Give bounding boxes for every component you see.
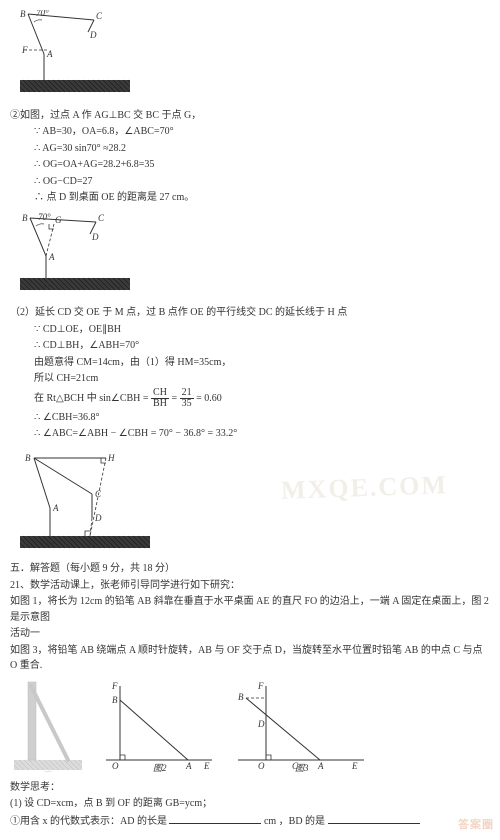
text-block2-3: 所以 CH=21cm [10,371,490,387]
text-block1-5: ∴ 点 D 到桌面 OE 的距离是 27 cm。 [10,190,490,206]
diagram-row: 图1 OFBAE图2 OFDBACE图3 [14,680,490,772]
q21-p2: 如图 3，将铅笔 AB 绕端点 A 顺时针旋转，AB 与 OF 交于点 D，当旋… [10,643,490,674]
diagram-2-svg: 70° O E A B G CD [20,210,130,294]
text-block2-rt: 在 Rt△BCH 中 sin∠CBH = CH BH = 21 35 = 0.6… [10,388,490,409]
svg-text:F: F [111,681,118,691]
svg-text:B: B [20,10,26,19]
svg-text:70°: 70° [36,10,49,18]
q21-intro: 21、数学活动课上，张老师引导同学进行如下研究： [10,578,490,594]
svg-text:G: G [55,215,62,225]
svg-text:E: E [351,761,358,771]
svg-text:C: C [98,213,105,223]
fill-blank-1 [169,813,261,824]
text-block1-4: ∴ OG−CD=27 [10,174,490,190]
svg-text:O: O [43,280,50,290]
tail-q2-b: cm ，BD 的是 [264,816,325,827]
tail-heading: 数学思考： [10,780,490,796]
text-block2-t1: ∴ ∠ABC=∠ABH − ∠CBH = 70° − 36.8° = 33.2° [10,426,490,442]
text-block2-2: 由题意得 CM=14cm，由（1）得 HM=35cm， [10,355,490,371]
svg-text:D: D [91,232,99,242]
svg-text:D: D [89,30,97,40]
text-block2-intro: （2）延长 CD 交 OE 于 M 点，过 B 点作 OE 的平行线交 DC 的… [10,305,490,321]
diagram-3-svg: O E M A B H C D [20,446,150,550]
svg-text:F: F [257,681,264,691]
tail-q1: (1) 设 CD=xcm，点 B 到 OF 的距离 GB=ycm； [10,796,490,812]
diagram-r2-svg: O FB A E 图2 [104,680,214,772]
rt-frac2-d: 35 [180,399,194,409]
svg-text:O: O [258,761,265,771]
text-block2-1: ∴ CD⊥BH，∠ABH=70° [10,338,490,354]
text-block1-2: ∴ AG=30 sin70° ≈28.2 [10,141,490,157]
svg-text:O: O [47,538,54,548]
svg-text:E: E [117,280,124,290]
svg-text:M: M [87,538,96,548]
svg-text:D: D [257,719,265,729]
text-block2-t0: ∴ ∠CBH=36.8° [10,410,490,426]
svg-text:E: E [117,82,124,92]
svg-text:O: O [41,82,48,92]
tail-q2: ①用含 x 的代数式表示：AD 的长是 cm ，BD 的是 [10,813,490,830]
section5-heading: 五．解答题（每小题 9 分，共 18 分） [10,561,490,577]
svg-text:C: C [95,489,102,499]
svg-text:H: H [107,453,115,463]
svg-text:B: B [22,213,28,223]
q21-p1: 如图 1，将长为 12cm 的铅笔 AB 斜靠在垂直于水平桌面 AE 的直尺 F… [10,594,490,625]
diagram-r3-svg: OFDBACE图3 [236,680,366,772]
svg-text:图2: 图2 [153,763,167,772]
svg-text:A: A [317,761,324,771]
svg-text:O: O [112,761,119,771]
svg-text:70°: 70° [38,212,51,222]
rt-eq: = [171,392,179,403]
svg-text:B: B [238,692,244,702]
text-block1-0: ②如图，过点 A 作 AG⊥BC 交 BC 于点 G， [10,108,490,124]
svg-text:C: C [96,11,103,21]
svg-text:A: A [185,761,192,771]
rt-pre: 在 Rt△BCH 中 sin∠CBH = [34,392,149,403]
rt-frac2: 21 35 [180,388,194,409]
diagram-1: 70° O E A B CD F [20,10,490,102]
rt-frac1-d: BH [151,399,169,409]
svg-text:B: B [112,695,118,705]
rt-frac2-n: 21 [180,388,194,399]
svg-text:E: E [203,761,210,771]
rt-post: = 0.60 [196,392,222,403]
svg-text:A: A [48,252,55,262]
diagram-2: 70° O E A B G CD [20,210,490,300]
svg-text:B: B [25,453,31,463]
svg-text:图3: 图3 [295,763,309,772]
diagram-1-svg: 70° O E A B CD F [20,10,130,96]
svg-text:图1: 图1 [42,771,56,772]
diagram-r1-svg: 图1 [14,680,82,772]
tail-q2-a: ①用含 x 的代数式表示：AD 的长是 [10,816,167,827]
page-root: { "colors":{ "text":"#333333", "bg":"#ff… [0,0,500,840]
rt-frac1-n: CH [151,388,169,399]
svg-text:F: F [21,45,28,55]
q21-act: 活动一 [10,626,490,642]
text-block1-1: ∵ AB=30，OA=6.8，∠ABC=70° [10,124,490,140]
diagram-3: O E M A B H C D [20,446,490,556]
svg-text:A: A [52,503,59,513]
svg-text:A: A [46,49,53,59]
svg-text:E: E [135,538,142,548]
rt-frac1: CH BH [151,388,169,409]
text-block2-0: ∵ CD⊥OE，OE∥BH [10,322,490,338]
text-block1-3: ∴ OG=OA+AG=28.2+6.8=35 [10,157,490,173]
svg-text:D: D [94,513,102,523]
fill-blank-2 [328,813,420,824]
